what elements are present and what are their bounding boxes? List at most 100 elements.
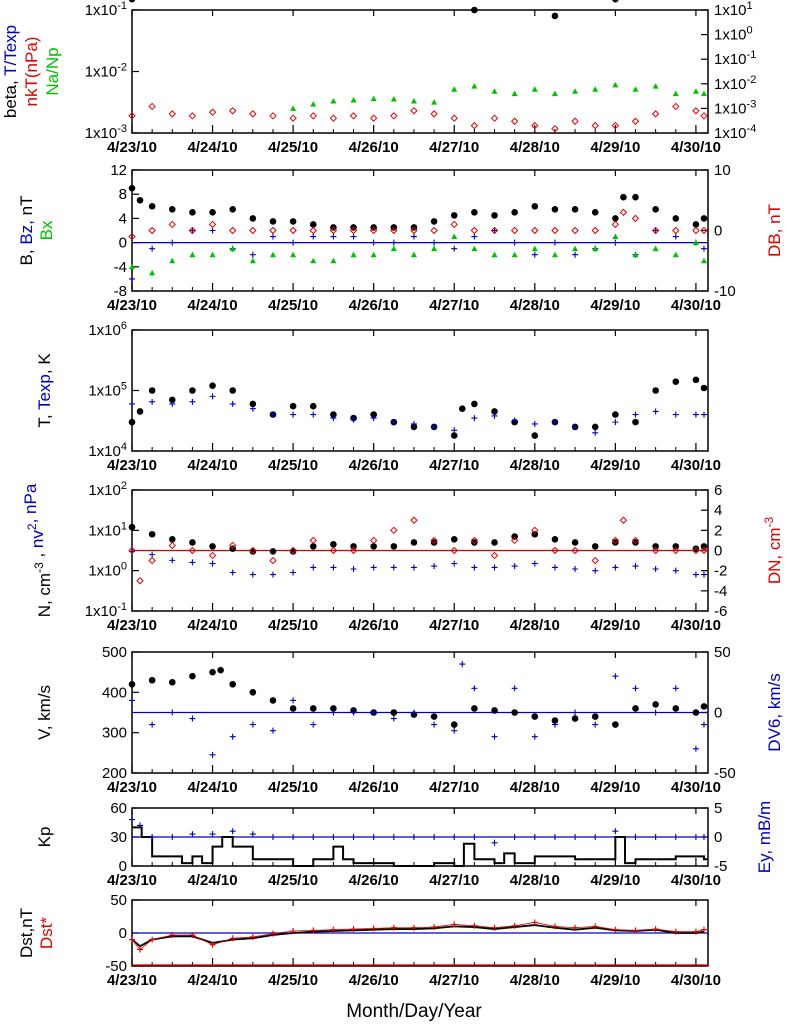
data-point [531, 432, 539, 439]
data-point [370, 411, 377, 418]
y-tick-label: -4 [114, 259, 127, 276]
x-tick-label: 4/28/10 [510, 297, 560, 314]
data-point [228, 107, 237, 115]
data-point [410, 107, 418, 115]
data-point [289, 114, 297, 122]
data-point [269, 697, 277, 704]
data-point [168, 110, 176, 118]
data-point [189, 715, 196, 722]
data-point [390, 96, 397, 102]
y-tick-label: 300 [102, 725, 127, 742]
data-point [128, 523, 136, 531]
data-point [612, 0, 619, 3]
y-tick-label: 1x10-1 [85, 0, 127, 19]
data-point [289, 402, 297, 410]
data-point [168, 206, 176, 213]
data-point [330, 834, 337, 840]
data-point [148, 676, 156, 684]
data-point [289, 218, 297, 225]
data-point [511, 417, 518, 424]
data-point [531, 245, 538, 252]
y2-axis-label: DN, cm-3 [762, 517, 784, 585]
data-point [290, 697, 297, 704]
data-point [370, 251, 377, 258]
data-point [269, 834, 276, 840]
data-point [149, 551, 156, 558]
data-point [572, 565, 579, 572]
data-point [531, 530, 539, 538]
series-nanp [290, 81, 707, 111]
data-point [168, 535, 176, 543]
data-point [692, 221, 700, 228]
data-point [310, 834, 317, 840]
label-segment: DB, nT [765, 204, 784, 257]
data-point [612, 81, 619, 88]
data-point [390, 715, 397, 722]
data-point [209, 382, 216, 390]
data-point [329, 114, 338, 122]
data-point [329, 546, 338, 555]
series-db [128, 208, 708, 241]
data-point [129, 697, 135, 704]
data-point [310, 101, 317, 107]
label-segment: Ey, mB/m [755, 801, 774, 873]
data-point [149, 245, 156, 252]
data-point [551, 717, 559, 724]
data-point [572, 709, 579, 716]
x-tick-label: 4/23/10 [107, 779, 157, 796]
data-point [136, 577, 144, 585]
data-point [209, 393, 216, 400]
x-tick-label: 4/25/10 [268, 617, 318, 634]
data-point [431, 423, 438, 430]
data-point [431, 563, 438, 570]
data-point [632, 251, 639, 258]
x-tick-label: 4/23/10 [107, 872, 157, 889]
data-point [571, 546, 579, 555]
x-tick-label: 4/23/10 [107, 972, 157, 989]
x-tick-label: 4/27/10 [429, 457, 479, 474]
y2-tick-label: 1x10-1 [714, 49, 756, 68]
data-point [672, 90, 679, 97]
data-point [531, 86, 538, 92]
data-point [229, 387, 236, 394]
data-point [188, 112, 197, 120]
label-segment: Na/Np [43, 47, 62, 95]
data-point [591, 209, 599, 216]
data-point [619, 516, 628, 524]
data-point [700, 384, 708, 392]
data-point [531, 121, 539, 130]
y-tick-label: 0 [119, 235, 127, 252]
data-point [330, 541, 337, 548]
data-point [249, 400, 257, 408]
data-point [612, 419, 619, 426]
label-segment: Bz, [17, 215, 36, 244]
y-tick-label: 1x104 [88, 441, 127, 460]
data-point [672, 546, 680, 555]
data-point [189, 539, 196, 546]
data-point [189, 387, 196, 394]
data-point [490, 551, 499, 560]
x-tick-label: 4/30/10 [671, 139, 721, 156]
data-point [491, 839, 498, 846]
y-axis-label: Dst,nT [17, 908, 36, 958]
y2-tick-label: 6 [714, 482, 722, 499]
data-point [249, 215, 257, 222]
data-point [692, 107, 700, 115]
data-point [169, 239, 176, 246]
data-point [229, 733, 236, 740]
data-point [269, 727, 276, 734]
data-point [692, 546, 700, 555]
y-tick-label: 1x100 [88, 561, 127, 580]
data-point [390, 709, 398, 716]
data-point [450, 220, 458, 229]
y-tick-label: 200 [102, 765, 127, 782]
data-point [290, 834, 297, 840]
data-point [471, 209, 478, 216]
data-point [269, 411, 276, 418]
x-tick-label: 4/26/10 [349, 617, 399, 634]
data-point [149, 269, 156, 276]
data-point [169, 557, 176, 564]
x-tick-label: 4/29/10 [590, 972, 640, 989]
data-point [491, 707, 498, 714]
x-tick-label: 4/30/10 [671, 779, 721, 796]
